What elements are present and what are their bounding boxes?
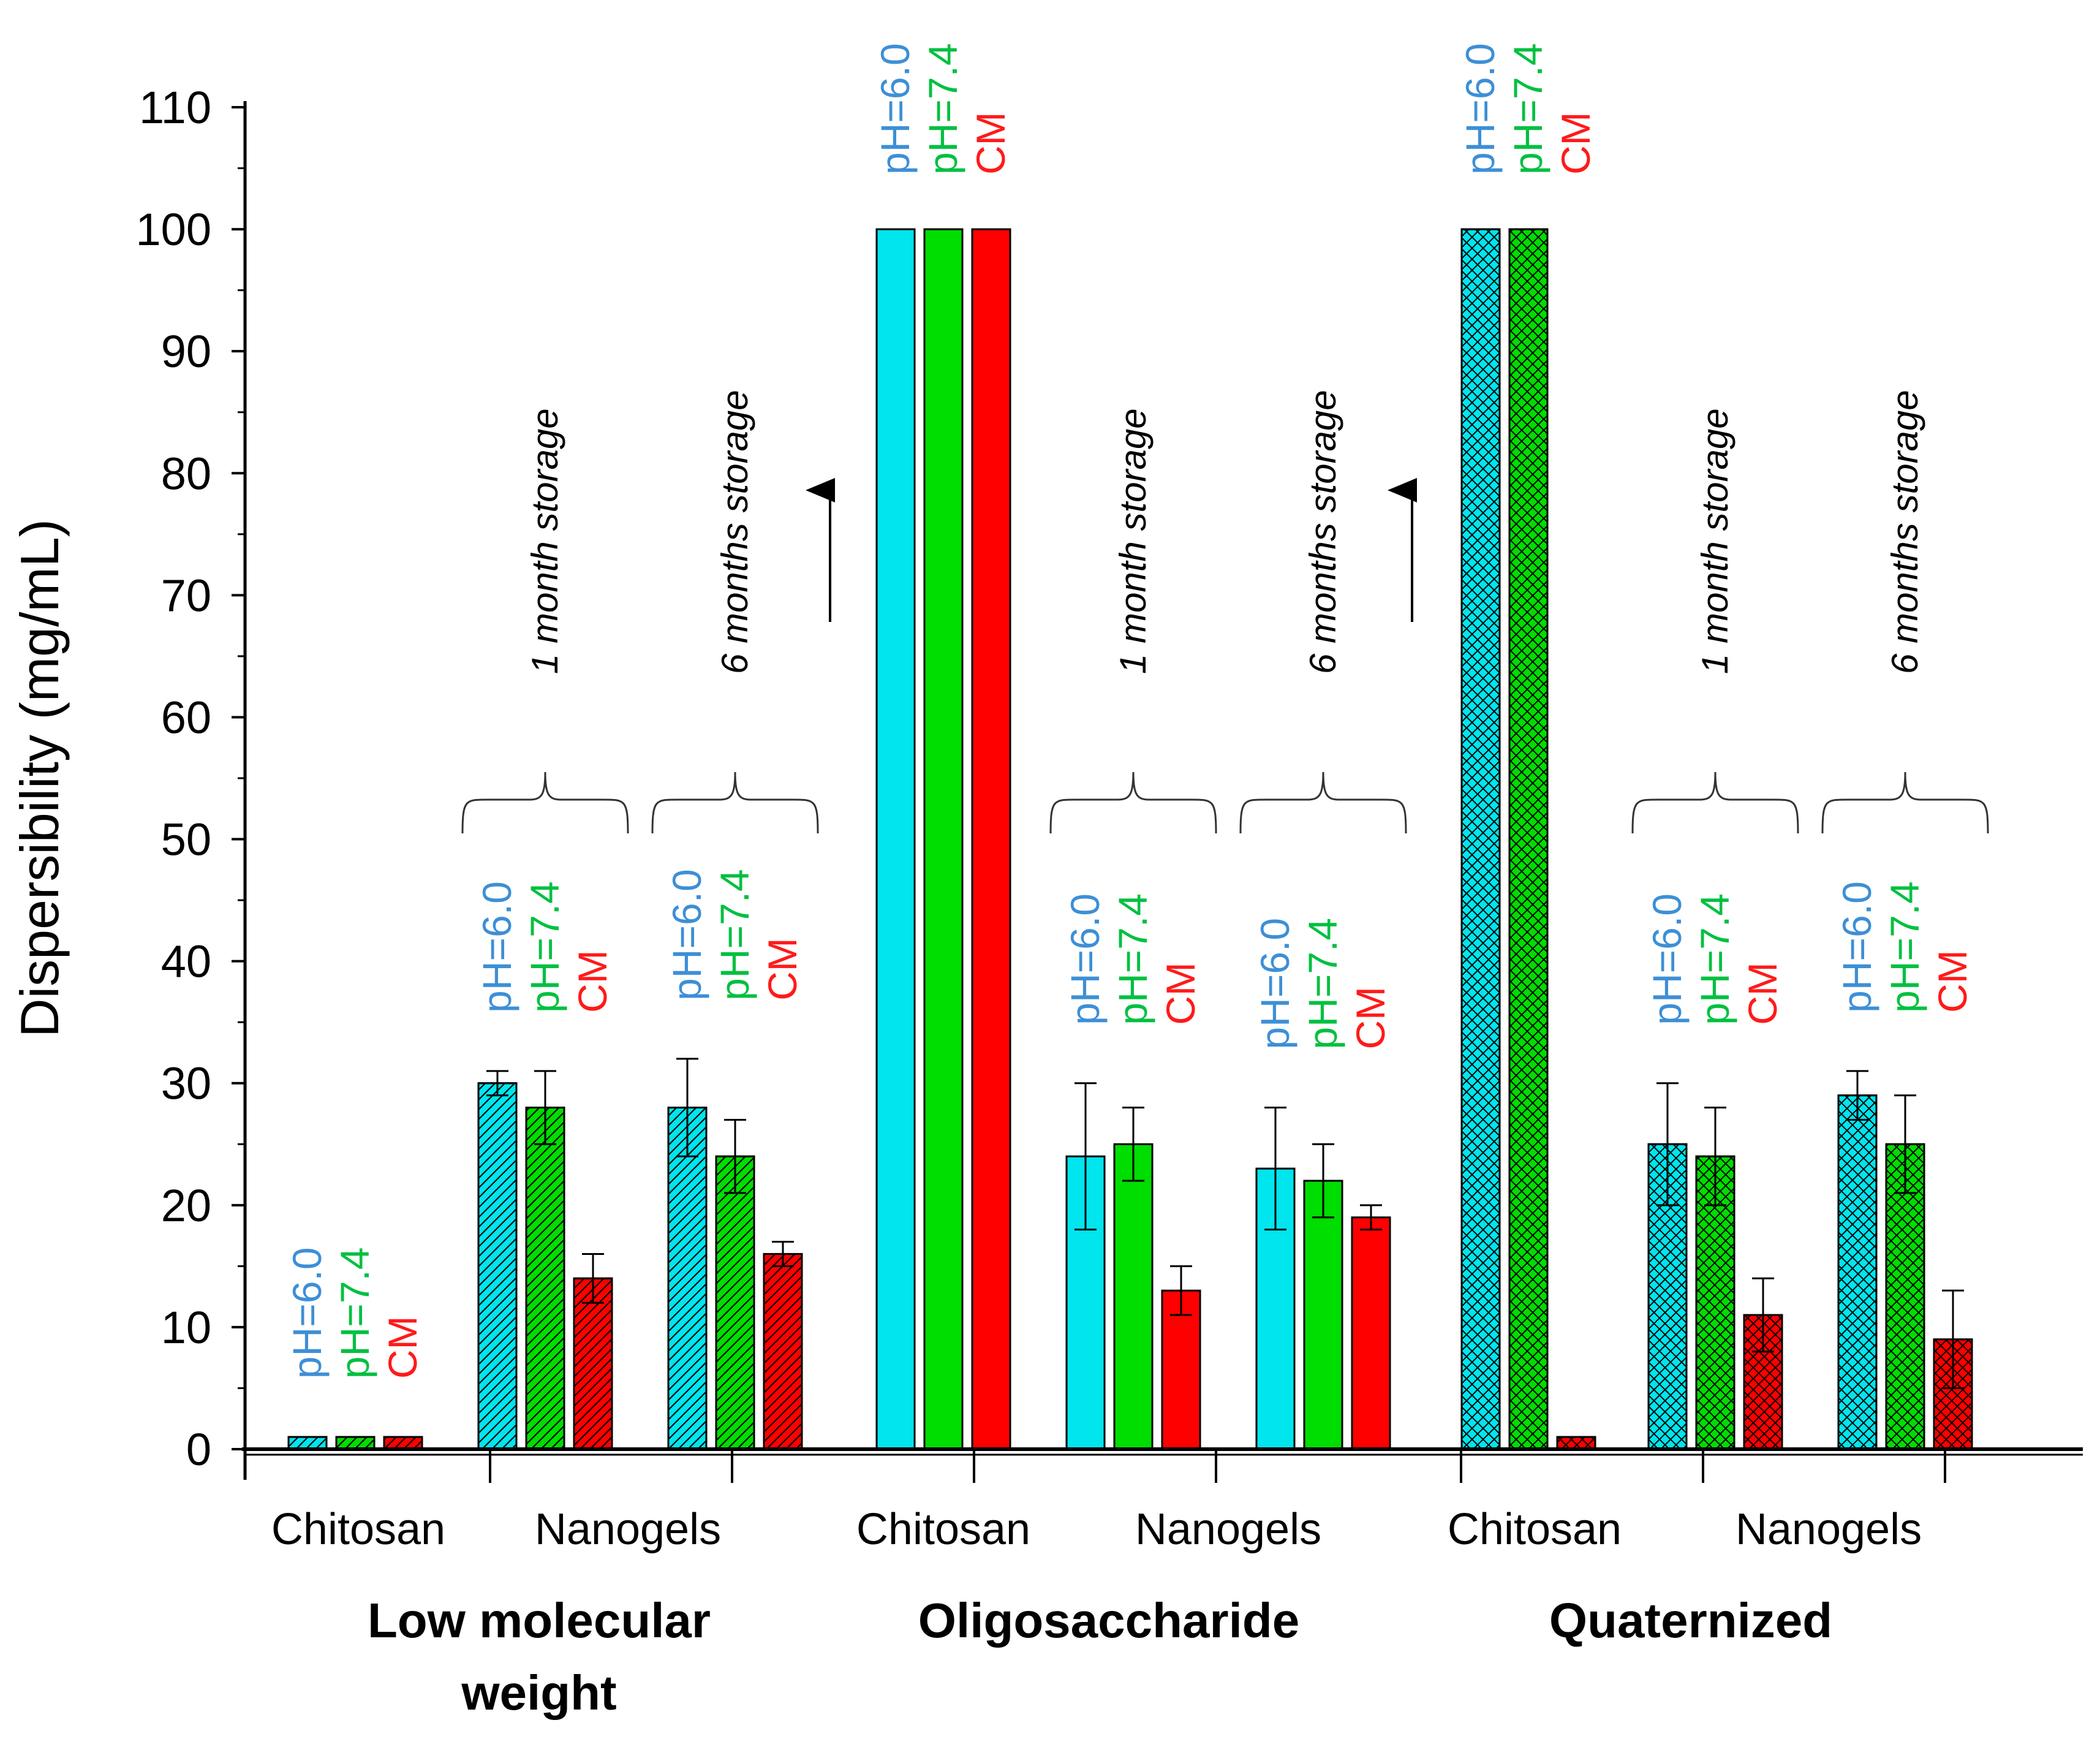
y-tick-label: 0 [186, 1424, 211, 1475]
bar-hatching [715, 1155, 755, 1450]
series-label: pH=6.0 [1644, 893, 1690, 1025]
category-label: Nanogels [1135, 1505, 1321, 1554]
series-label: pH=6.0 [1252, 918, 1297, 1050]
series-label: pH=6.0 [664, 869, 709, 1001]
group-label: Low molecular [368, 1593, 711, 1648]
y-tick-label: 30 [161, 1058, 211, 1109]
y-tick-label: 50 [161, 814, 211, 865]
storage-brace [461, 771, 629, 834]
bar-hatching [477, 1082, 518, 1450]
y-tick-label: 110 [139, 82, 211, 133]
y-axis-title: Dispersibility (mg/mL) [9, 519, 70, 1037]
category-label: Chitosan [1448, 1505, 1622, 1554]
bar [875, 228, 916, 1450]
bar-hatching [573, 1277, 613, 1450]
series-label: pH=6.0 [1457, 43, 1503, 175]
y-tick-label: 10 [161, 1302, 211, 1353]
category-label: Chitosan [856, 1505, 1030, 1554]
group-label: weight [461, 1665, 616, 1720]
group-label: Oligosaccharide [918, 1593, 1299, 1648]
bar-hatching [763, 1252, 803, 1450]
series-label: CM [760, 938, 805, 1001]
storage-label: 6 months storage [1302, 390, 1343, 674]
series-label: pH=6.0 [872, 43, 918, 175]
bar [971, 228, 1011, 1450]
series-label: CM [1553, 112, 1598, 175]
series-label: CM [1740, 962, 1785, 1025]
storage-brace [651, 771, 819, 834]
series-label: pH=6.0 [1062, 893, 1108, 1025]
bars-layer [287, 228, 1973, 1450]
bar-hatching [1508, 228, 1549, 1450]
storage-label: 6 months storage [1884, 390, 1925, 674]
bar-hatching [1460, 228, 1501, 1450]
storage-label: 1 month storage [524, 408, 565, 674]
series-label: pH=7.4 [1110, 893, 1155, 1025]
series-label: pH=7.4 [522, 881, 567, 1013]
bar [1351, 1216, 1391, 1450]
series-label: pH=7.4 [1692, 893, 1737, 1025]
storage-label: 1 month storage [1112, 408, 1154, 674]
bar-hatching [525, 1107, 565, 1450]
y-tick-label: 80 [161, 448, 211, 499]
bar [1303, 1180, 1343, 1450]
series-label: pH=6.0 [474, 881, 519, 1013]
series-label: CM [1158, 962, 1203, 1025]
series-label: pH=6.0 [1834, 881, 1879, 1013]
series-label: CM [1348, 987, 1393, 1050]
storage-label: 6 months storage [714, 390, 755, 674]
storage-brace [1239, 771, 1407, 834]
series-label: CM [380, 1316, 425, 1379]
category-label: Nanogels [1736, 1505, 1922, 1554]
series-label: pH=7.4 [920, 43, 965, 175]
series-label: CM [1930, 950, 1975, 1013]
series-label: pH=6.0 [284, 1247, 330, 1379]
series-label: CM [968, 112, 1013, 175]
series-label: pH=7.4 [332, 1247, 377, 1379]
bar [1113, 1143, 1154, 1450]
storage-brace [1049, 771, 1217, 834]
category-label: Nanogels [535, 1505, 721, 1554]
y-tick-label: 90 [161, 326, 211, 377]
y-tick-label: 60 [161, 692, 211, 743]
series-label: CM [570, 950, 615, 1013]
bar-hatching [1837, 1094, 1878, 1450]
series-label: pH=7.4 [1300, 918, 1345, 1050]
bar-hatching [667, 1107, 708, 1450]
group-label: Quaternized [1549, 1593, 1832, 1648]
series-label: pH=7.4 [1882, 881, 1927, 1013]
y-tick-label: 40 [161, 936, 211, 987]
y-tick-label: 20 [161, 1180, 211, 1231]
y-tick-label: 100 [136, 204, 211, 255]
storage-brace [1821, 771, 1989, 834]
storage-brace [1631, 771, 1799, 834]
axes-layer: 0 10 20 30 40 50 60 70 80 90 100 110 Dispersibility … [9, 82, 2083, 1720]
storage-label: 1 month storage [1694, 408, 1736, 674]
bar [923, 228, 964, 1450]
series-label: pH=7.4 [1505, 43, 1550, 175]
series-label: pH=7.4 [712, 869, 757, 1001]
y-tick-label: 70 [161, 570, 211, 621]
category-label: Chitosan [271, 1505, 445, 1554]
